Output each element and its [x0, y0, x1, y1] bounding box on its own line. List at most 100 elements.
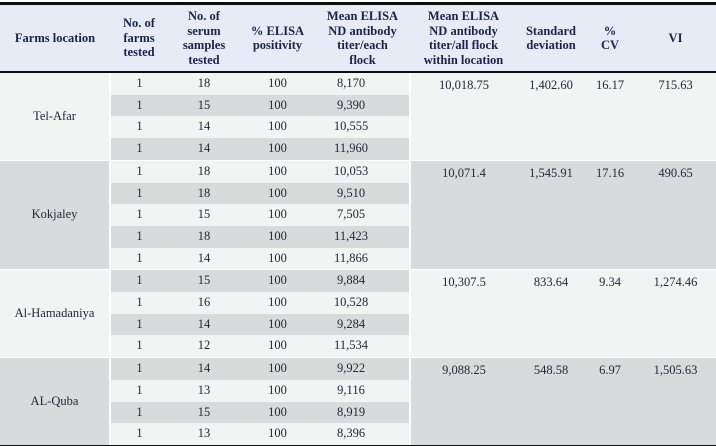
header-line: deviation: [526, 38, 576, 52]
location-cell: AL-Quba: [0, 357, 111, 446]
elisa-positivity-value: 100: [240, 379, 315, 402]
elisa-positivity-value: 100: [240, 182, 315, 205]
table-row: Kokjaley 1 18 100 10,053 10,071.4 1,545.…: [0, 159, 716, 270]
col-header-standard-deviation: Standard deviation: [517, 3, 585, 73]
header-line: titer/all flock: [428, 38, 499, 52]
serum-samples-value: 16: [168, 292, 240, 314]
farms-tested-value: 1: [110, 94, 168, 117]
table-row: 1 12 100 11,534: [0, 335, 716, 358]
farms-tested-value: 1: [110, 204, 168, 226]
table-row: Al-Hamadaniya 1 15 100 9,884 10,307.5 83…: [0, 269, 716, 358]
header-line: No. of: [188, 9, 220, 23]
vi-value: 1,274.46: [635, 269, 716, 358]
elisa-positivity-value: 100: [240, 313, 315, 336]
farms-tested-value: 1: [110, 423, 168, 446]
table-row: Tel-Afar 1 18 100 8,170 10,018.75 1,402.…: [0, 71, 716, 161]
col-header-percent-cv: % CV: [585, 3, 635, 73]
table-row: AL-Quba 1 14 100 9,922 9,088.25 548.58 6…: [0, 357, 716, 446]
titer-each-flock-value: 11,534: [315, 335, 410, 358]
header-line: samples: [182, 38, 226, 52]
elisa-positivity-value: 100: [240, 292, 315, 314]
farms-tested-value: 1: [110, 71, 168, 95]
standard-deviation-value: 1,402.60: [517, 71, 585, 161]
vi-value: 1,505.63: [635, 357, 716, 446]
elisa-positivity-value: 100: [240, 423, 315, 446]
farms-tested-value: 1: [110, 335, 168, 358]
table-row: 1 14 100 11,866: [0, 247, 716, 270]
elisa-positivity-value: 100: [240, 401, 315, 424]
table-row: 1 15 100 7,505: [0, 204, 716, 226]
header-line: Mean ELISA: [427, 9, 500, 23]
header-line: % ELISA: [250, 23, 305, 38]
titer-each-flock-value: 9,884: [315, 269, 410, 293]
table-row: 1 13 100 9,116: [0, 379, 716, 402]
mean-all-flock-value: 9,088.25: [409, 357, 517, 446]
titer-each-flock-value: 11,423: [315, 225, 410, 248]
serum-samples-value: 15: [168, 401, 240, 424]
location-cell: Tel-Afar: [0, 71, 111, 161]
header-line: ND antibody: [429, 23, 498, 38]
table-row: 1 13 100 8,396: [0, 423, 716, 446]
mean-all-flock-value: 10,018.75: [409, 71, 517, 161]
col-header-farms-location: Farms location: [0, 3, 110, 73]
mean-all-flock-value: 10,071.4: [409, 159, 517, 270]
table-row: 1 14 100 10,555: [0, 116, 716, 139]
table-row: 1 14 100 9,284: [0, 313, 716, 336]
table-row: 1 15 100 9,390: [0, 94, 716, 117]
farms-tested-value: 1: [110, 182, 168, 205]
serum-samples-value: 18: [168, 71, 240, 95]
serum-samples-value: 14: [168, 138, 240, 161]
elisa-positivity-value: 100: [240, 71, 315, 95]
serum-samples-value: 15: [168, 269, 240, 293]
header-line: ND antibody: [328, 23, 397, 38]
titer-each-flock-value: 10,555: [315, 116, 410, 139]
header-line: No. of: [123, 16, 155, 31]
farms-tested-value: 1: [110, 292, 168, 314]
standard-deviation-value: 833.64: [517, 269, 585, 358]
titer-each-flock-value: 9,284: [315, 313, 410, 336]
farms-tested-value: 1: [110, 116, 168, 139]
header-line: flock: [349, 52, 376, 67]
mean-all-flock-value: 10,307.5: [409, 269, 517, 358]
header-line: %: [603, 23, 617, 38]
serum-samples-value: 15: [168, 204, 240, 226]
percent-cv-value: 16.17: [585, 71, 635, 161]
farms-tested-value: 1: [110, 247, 168, 270]
header-line: farms: [123, 30, 155, 45]
titer-each-flock-value: 9,922: [315, 357, 410, 380]
col-header-farms-tested: No. of farms tested: [110, 3, 168, 73]
farms-tested-value: 1: [110, 313, 168, 336]
table-row: 1 18 100 9,510: [0, 182, 716, 205]
header-line: within location: [423, 52, 504, 67]
titer-each-flock-value: 8,919: [315, 401, 410, 424]
header-line: Farms location: [14, 30, 96, 45]
titer-each-flock-value: 9,390: [315, 94, 410, 117]
serum-samples-value: 18: [168, 182, 240, 205]
serum-samples-value: 18: [168, 159, 240, 183]
titer-each-flock-value: 10,528: [315, 292, 410, 314]
percent-cv-value: 6.97: [585, 357, 635, 446]
farms-tested-value: 1: [110, 159, 168, 183]
elisa-positivity-value: 100: [240, 247, 315, 270]
farms-tested-value: 1: [110, 225, 168, 248]
serum-samples-value: 14: [168, 247, 240, 270]
header-line: positivity: [252, 38, 303, 52]
header-line: titer/each: [337, 38, 388, 52]
farms-tested-value: 1: [110, 357, 168, 380]
farms-tested-value: 1: [110, 379, 168, 402]
header-line: serum: [187, 23, 221, 38]
serum-samples-value: 14: [168, 313, 240, 336]
serum-samples-value: 15: [168, 94, 240, 117]
serum-samples-value: 14: [168, 116, 240, 139]
percent-cv-value: 9.34: [585, 269, 635, 358]
elisa-positivity-value: 100: [240, 269, 315, 293]
titer-each-flock-value: 9,116: [315, 379, 410, 402]
location-cell: Al-Hamadaniya: [0, 269, 111, 358]
table-row: 1 15 100 8,919: [0, 401, 716, 424]
col-header-elisa-positivity: % ELISA positivity: [240, 3, 315, 73]
serum-samples-value: 13: [168, 423, 240, 446]
elisa-positivity-value: 100: [240, 335, 315, 358]
header-row: Farms location No. of farms tested No. of s…: [0, 3, 716, 73]
